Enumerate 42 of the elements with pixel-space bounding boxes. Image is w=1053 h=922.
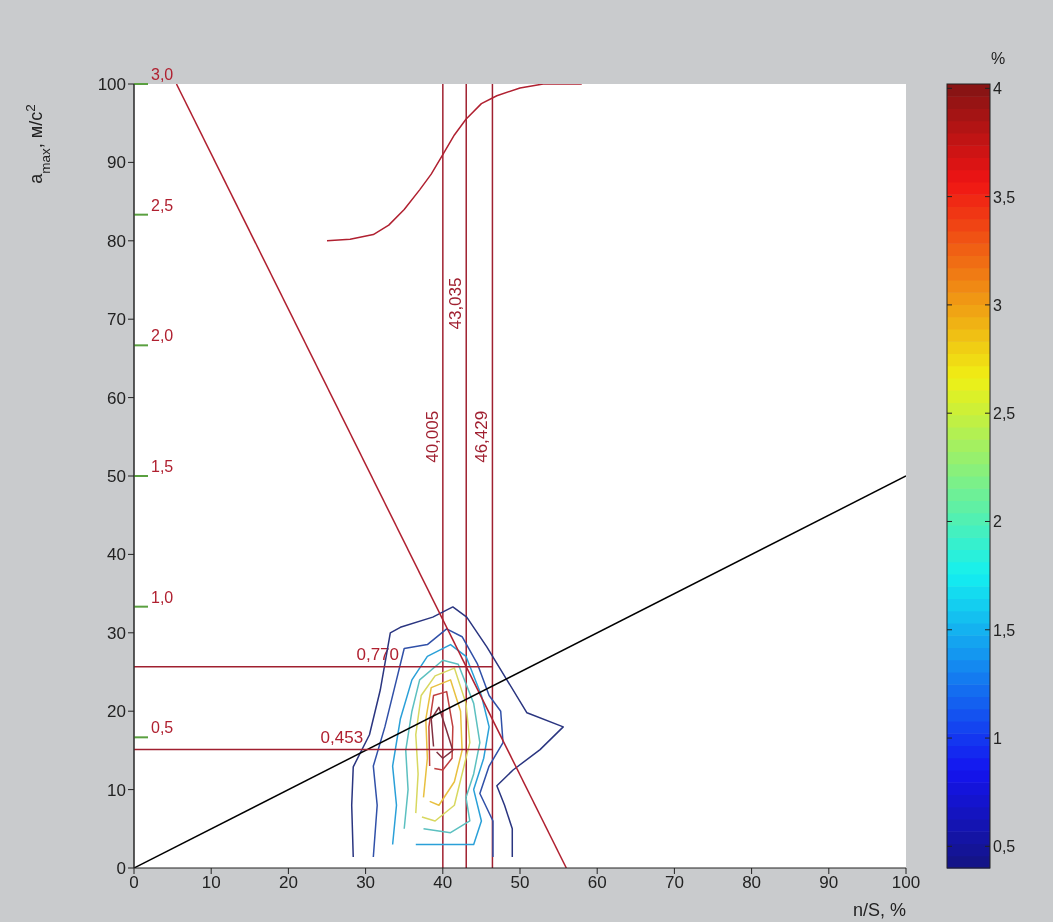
y-tick-label: 0 [116,859,126,879]
color-bar-label: 1,5 [993,621,1016,639]
x-tick-label: 100 [891,873,921,893]
y2-tick-label: 1,5 [151,458,174,475]
color-bar-label: 2,5 [993,405,1016,423]
x-tick-label: 90 [819,873,839,893]
y-tick-label: 20 [107,702,126,722]
x-tick-label: 80 [742,873,762,893]
y-tick-label: 40 [107,545,126,565]
y-tick-label: 70 [107,310,126,330]
color-bar-label: 4 [993,80,1002,98]
ref-line-label: 40,005 [422,410,442,463]
annotation: 0,453 [320,727,364,747]
x-tick-label: 60 [587,873,607,893]
y-tick-label: 80 [107,231,126,251]
y2-tick-label: 2,0 [151,327,174,345]
y-tick-label: 100 [97,75,126,95]
x-tick-label: 40 [433,873,453,893]
ref-line-label: 46,429 [472,410,492,463]
ref-line-label: 43,035 [446,277,466,330]
color-bar-label: 1 [993,730,1002,748]
y-tick-label: 10 [107,780,126,800]
color-bar-label: 3,5 [993,188,1016,206]
y2-tick-label: 0,5 [151,719,174,737]
y-tick-label: 30 [107,623,126,643]
color-bar-label: 0,5 [993,838,1016,856]
x-tick-label: 50 [510,873,530,893]
y2-tick-label: 2,5 [151,196,174,214]
x-tick-label: 20 [278,873,298,893]
x-tick-label: 0 [129,873,139,893]
x-tick-label: 70 [664,873,684,893]
x-axis-title: n/S, % [852,900,906,920]
x-tick-label: 30 [356,873,376,893]
color-bar-label: 2 [993,513,1002,531]
y-tick-label: 90 [107,153,126,173]
color-bar-title: % [990,50,1006,67]
y-tick-label: 50 [107,467,126,487]
y2-tick-label: 1,0 [151,588,174,606]
y-tick-label: 60 [107,388,126,408]
color-bar-label: 3 [993,296,1002,314]
x-tick-label: 10 [201,873,221,893]
y2-tick-label: 3,0 [151,66,174,83]
